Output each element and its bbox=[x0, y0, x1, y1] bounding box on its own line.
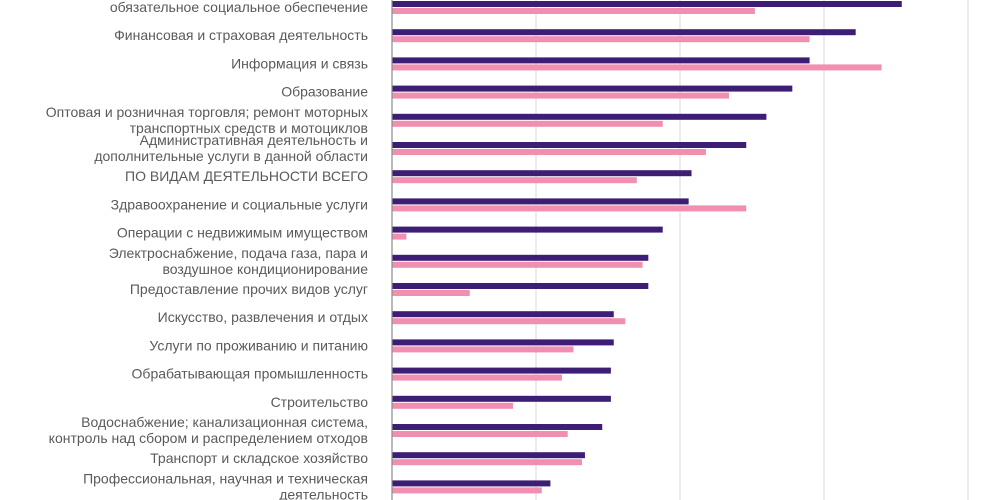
category-labels: обязательное социальное обеспечение Финан… bbox=[46, 0, 368, 500]
category-label-13: Обрабатывающая промышленность bbox=[132, 366, 368, 382]
bar-series-1-cat-13 bbox=[392, 374, 562, 381]
category-label-1: Финансовая и страховая деятельность bbox=[114, 27, 368, 43]
category-label-8-line-0: Операции с недвижимым имуществом bbox=[117, 225, 368, 241]
bar-series-0-cat-1 bbox=[392, 29, 856, 36]
bar-series-0-cat-11 bbox=[392, 311, 614, 318]
bar-series-1-cat-1 bbox=[392, 36, 810, 43]
bar-series-1-cat-9 bbox=[392, 261, 643, 268]
category-label-6: ПО ВИДАМ ДЕЯТЕЛЬНОСТИ ВСЕГО bbox=[125, 168, 368, 184]
category-label-17-line-1: деятельность bbox=[279, 486, 368, 500]
category-label-15-line-0: Водоснабжение; канализационная система, bbox=[81, 414, 368, 430]
bar-series-1-cat-12 bbox=[392, 346, 574, 353]
bar-series-0-cat-8 bbox=[392, 226, 663, 233]
category-label-14-line-0: Строительство bbox=[271, 394, 369, 410]
bar-series-0-cat-15 bbox=[392, 424, 603, 430]
bar-series-1-cat-10 bbox=[392, 290, 470, 296]
category-label-14: Строительство bbox=[271, 394, 369, 410]
bar-series-0-cat-13 bbox=[392, 367, 611, 374]
category-label-13-line-0: Обрабатывающая промышленность bbox=[132, 366, 368, 382]
category-label-12: Услуги по проживанию и питанию bbox=[149, 337, 368, 353]
bar-series-1-cat-16 bbox=[392, 459, 583, 466]
category-label-4-line-0: Оптовая и розничная торговля; ремонт мот… bbox=[46, 104, 368, 120]
bar-series-0-cat-7 bbox=[392, 198, 689, 205]
bar-series-1-cat-3 bbox=[392, 92, 729, 99]
category-label-9-line-0: Электроснабжение, подача газа, пара и bbox=[109, 245, 368, 261]
bar-series-1-cat-5 bbox=[392, 149, 706, 155]
category-label-7-line-0: Здравоохранение и социальные услуги bbox=[111, 196, 368, 212]
bar-series-1-cat-2 bbox=[392, 64, 882, 71]
category-label-2-line-0: Информация и связь bbox=[231, 55, 368, 71]
category-label-11-line-0: Искусство, развлечения и отдых bbox=[158, 309, 368, 325]
category-label-5-line-0: Административная деятельность и bbox=[140, 132, 368, 148]
category-label-10: Предоставление прочих видов услуг bbox=[130, 281, 368, 297]
bar-series-0-cat-0 bbox=[392, 1, 902, 7]
bar-series-1-cat-17 bbox=[392, 487, 542, 494]
category-label-10-line-0: Предоставление прочих видов услуг bbox=[130, 281, 368, 297]
category-label-5-line-1: дополнительные услуги в данной области bbox=[94, 148, 368, 164]
bar-series-0-cat-14 bbox=[392, 395, 611, 402]
bar-series-0-cat-6 bbox=[392, 170, 692, 177]
category-label-0-line-0: обязательное социальное обеспечение bbox=[110, 0, 368, 15]
bar-series-0-cat-12 bbox=[392, 339, 614, 346]
category-label-6-line-0: ПО ВИДАМ ДЕЯТЕЛЬНОСТИ ВСЕГО bbox=[125, 168, 368, 184]
bar-series-1-cat-6 bbox=[392, 177, 637, 184]
category-label-17: Профессиональная, научная и техническая д… bbox=[83, 470, 368, 500]
category-label-8: Операции с недвижимым имуществом bbox=[117, 225, 368, 241]
bar-series-1-cat-8 bbox=[392, 233, 407, 240]
category-label-16-line-0: Транспорт и складское хозяйство bbox=[150, 450, 368, 466]
bar-series-0-cat-10 bbox=[392, 283, 649, 289]
category-label-15: Водоснабжение; канализационная система, к… bbox=[49, 414, 368, 446]
bar-series-1-cat-14 bbox=[392, 402, 513, 409]
bar-series-0-cat-2 bbox=[392, 57, 810, 64]
category-label-16: Транспорт и складское хозяйство bbox=[150, 450, 368, 466]
gridlines bbox=[535, 0, 969, 500]
bar-series-1-cat-4 bbox=[392, 120, 663, 127]
bar-series-1-cat-15 bbox=[392, 431, 568, 437]
category-label-15-line-1: контроль над сбором и распределением отх… bbox=[49, 430, 368, 446]
category-label-9-line-1: воздушное кондиционирование bbox=[162, 261, 368, 277]
category-label-17-line-0: Профессиональная, научная и техническая bbox=[83, 470, 368, 486]
category-label-3-line-0: Образование bbox=[281, 84, 368, 100]
bar-series-0-cat-9 bbox=[392, 254, 649, 261]
category-label-9: Электроснабжение, подача газа, пара и воз… bbox=[109, 245, 368, 277]
category-label-4: Оптовая и розничная торговля; ремонт мот… bbox=[46, 104, 368, 136]
bar-series-1-cat-7 bbox=[392, 205, 747, 212]
bar-series-0-cat-3 bbox=[392, 85, 793, 92]
bar-series-1-cat-11 bbox=[392, 318, 626, 325]
category-label-1-line-0: Финансовая и страховая деятельность bbox=[114, 27, 368, 43]
category-label-7: Здравоохранение и социальные услуги bbox=[111, 196, 368, 212]
bars bbox=[392, 1, 902, 494]
bar-series-0-cat-16 bbox=[392, 452, 585, 459]
bar-series-0-cat-5 bbox=[392, 142, 747, 148]
category-label-2: Информация и связь bbox=[231, 55, 368, 71]
category-label-5: Административная деятельность и дополните… bbox=[94, 132, 368, 164]
category-label-4-line-1: транспортных средств и мотоциклов bbox=[130, 120, 368, 136]
category-label-12-line-0: Услуги по проживанию и питанию bbox=[149, 337, 368, 353]
category-label-3: Образование bbox=[281, 84, 368, 100]
bar-series-0-cat-17 bbox=[392, 480, 551, 487]
category-label-11: Искусство, развлечения и отдых bbox=[158, 309, 368, 325]
bar-series-1-cat-0 bbox=[392, 8, 755, 14]
bar-series-0-cat-4 bbox=[392, 113, 767, 120]
category-label-0: обязательное социальное обеспечение bbox=[110, 0, 368, 15]
